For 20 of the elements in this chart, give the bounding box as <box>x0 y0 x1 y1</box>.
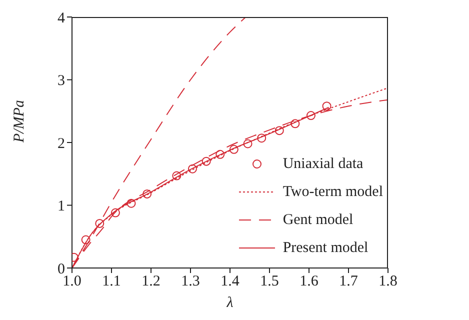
y-tick-label: 4 <box>58 10 66 26</box>
y-axis-title: P/MPa <box>11 100 28 144</box>
legend-label: Uniaxial data <box>282 156 364 172</box>
x-tick-label: 1.6 <box>300 274 319 290</box>
y-tick-label: 1 <box>58 198 65 215</box>
x-tick-label: 1.5 <box>260 274 279 290</box>
x-tick-label: 1.3 <box>181 274 200 290</box>
x-tick-label: 1.2 <box>142 274 160 290</box>
legend-label: Gent model <box>282 212 354 228</box>
legend-label: Two-term model <box>282 184 383 200</box>
x-tick-label: 1.7 <box>339 274 358 290</box>
x-axis-title: λ <box>226 295 234 311</box>
y-tick-label: 3 <box>58 73 65 90</box>
x-tick-label: 1.4 <box>220 274 240 290</box>
y-tick-label: 0 <box>58 261 65 278</box>
x-tick-label: 1.0 <box>62 274 82 290</box>
x-tick-label: 1.8 <box>378 274 398 290</box>
legend-label: Present model <box>282 240 368 256</box>
x-tick-label: 1.1 <box>102 274 121 290</box>
y-tick-label: 2 <box>58 136 65 152</box>
